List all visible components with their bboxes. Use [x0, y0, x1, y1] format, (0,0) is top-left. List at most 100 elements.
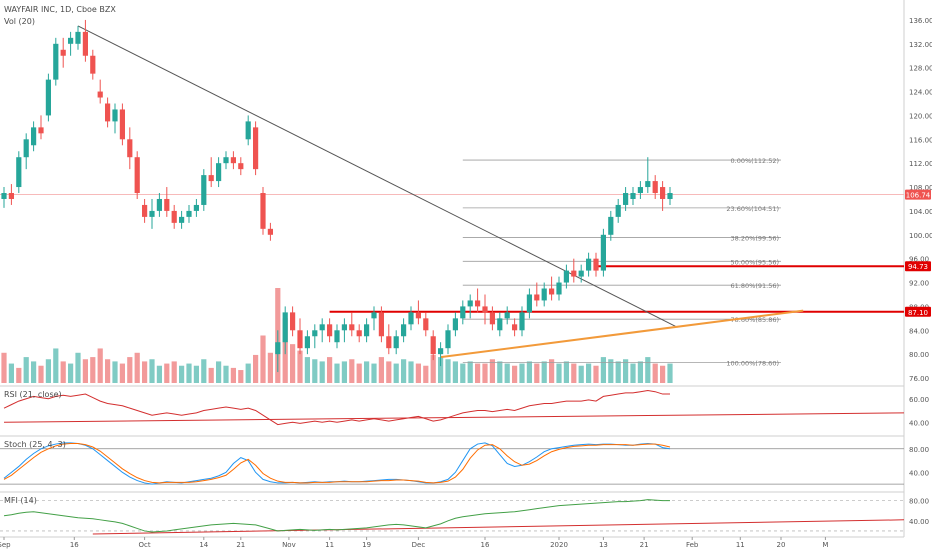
- x-tick-label: Nov: [282, 541, 296, 549]
- volume-bar: [193, 365, 199, 383]
- candle-body: [45, 79, 51, 116]
- volume-bar: [105, 359, 111, 383]
- candle-body: [378, 312, 384, 337]
- candle-body: [563, 270, 569, 283]
- candle-body: [430, 336, 436, 355]
- volume-bar: [319, 361, 325, 383]
- volume-bar: [541, 361, 547, 383]
- volume-bar: [438, 357, 444, 383]
- candle-body: [438, 348, 444, 355]
- price-tick-label: 104.00: [909, 208, 932, 216]
- volume-bar: [571, 363, 577, 383]
- volume-bar: [415, 363, 421, 383]
- candle-body: [356, 330, 362, 337]
- volume-bar: [156, 365, 162, 383]
- volume-bar: [608, 359, 614, 383]
- volume-bar: [327, 357, 333, 383]
- price-tick-label: 96.00: [909, 256, 929, 264]
- volume-bar: [667, 363, 673, 383]
- volume-bar: [600, 357, 606, 383]
- volume-bar: [68, 363, 74, 383]
- volume-bar: [112, 361, 118, 383]
- fib-level-label: 23.60%(104.51): [726, 205, 779, 213]
- price-tick-label: 116.00: [909, 136, 932, 144]
- x-tick-label: M: [822, 541, 828, 549]
- candle-body: [386, 336, 392, 349]
- mfi-tick-label: 80.00: [909, 498, 929, 506]
- x-tick-label: 21: [236, 541, 245, 549]
- price-tick-label: 136.00: [909, 17, 932, 25]
- x-tick-label: Sep: [0, 541, 11, 549]
- candle-body: [156, 198, 162, 211]
- volume-bar: [504, 363, 510, 383]
- volume-bar: [253, 354, 259, 383]
- candle-body: [275, 342, 281, 355]
- price-marker-label: 94.73: [908, 263, 928, 271]
- volume-bar: [637, 361, 643, 383]
- candle-body: [549, 288, 555, 295]
- fib-level-label: 61.80%(91.56): [731, 282, 779, 290]
- price-tick-label: 84.00: [909, 327, 929, 335]
- volume-bar: [179, 365, 185, 383]
- candle-body: [364, 324, 370, 337]
- fib-level-label: 0.00%(112.52): [731, 157, 779, 165]
- x-tick-label: 11: [736, 541, 745, 549]
- volume-bar: [297, 350, 303, 383]
- candle-body: [201, 175, 207, 205]
- candle-body: [526, 294, 532, 313]
- volume-bar: [423, 365, 429, 383]
- candle-body: [519, 312, 525, 331]
- x-tick-label: 16: [70, 541, 79, 549]
- volume-bar: [134, 352, 140, 383]
- mfi-line: [3, 499, 670, 533]
- candle-body: [349, 324, 355, 331]
- chart-title: WAYFAIR INC, 1D, Cboe BZX: [4, 5, 116, 14]
- candle-body: [467, 300, 473, 307]
- fib-level-label: 38.20%(99.56): [731, 234, 779, 242]
- candle-body: [534, 294, 540, 301]
- volume-bar: [90, 357, 96, 383]
- candle-body: [615, 204, 621, 217]
- stoch-d-line: [3, 442, 671, 484]
- candle-body: [90, 55, 96, 74]
- candle-body: [623, 193, 629, 205]
- volume-bar: [171, 361, 177, 383]
- volume-bar: [578, 365, 584, 383]
- price-tick-label: 120.00: [909, 112, 932, 120]
- volume-bar: [445, 359, 451, 383]
- mfi-label: MFI (14): [4, 496, 37, 505]
- candle-body: [600, 234, 606, 271]
- volume-bar: [23, 357, 29, 383]
- candle-body: [452, 318, 458, 331]
- volume-bar: [216, 361, 222, 383]
- candle-body: [179, 216, 185, 223]
- mfi-trendline: [92, 519, 905, 535]
- candle-body: [586, 258, 592, 271]
- volume-bar: [652, 363, 658, 383]
- candle-body: [134, 157, 140, 194]
- volume-bar: [230, 367, 236, 383]
- candle-body: [31, 127, 37, 146]
- volume-bar: [260, 335, 266, 383]
- volume-bar: [45, 359, 51, 383]
- candle-body: [645, 181, 651, 188]
- rsi-tick-label: 60.00: [909, 396, 929, 404]
- volume-bar: [1, 352, 7, 383]
- volume-bar: [556, 363, 562, 383]
- volume-bar: [75, 352, 81, 383]
- volume-bar: [615, 361, 621, 383]
- candle-body: [105, 103, 111, 122]
- volume-bar: [127, 357, 133, 383]
- x-tick-label: 19: [362, 541, 371, 549]
- volume-bar: [290, 344, 296, 383]
- x-tick-label: Feb: [686, 541, 699, 549]
- volume-bar: [660, 365, 666, 383]
- candle-body: [423, 318, 429, 331]
- volume-bar: [549, 359, 555, 383]
- candle-body: [401, 324, 407, 337]
- candle-body: [127, 139, 133, 158]
- candle-body: [216, 163, 222, 182]
- candle-body: [245, 121, 251, 140]
- candle-body: [82, 31, 88, 56]
